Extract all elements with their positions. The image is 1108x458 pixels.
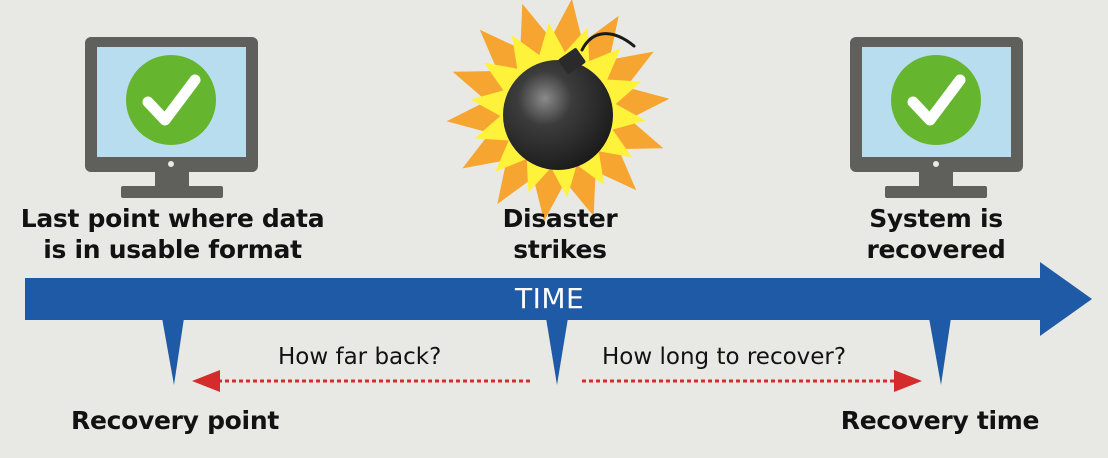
right-monitor-icon	[850, 37, 1023, 198]
left-monitor-icon	[85, 37, 258, 198]
disaster-label: Disaster strikes	[502, 204, 618, 264]
timeline-arrow	[25, 262, 1092, 385]
recovery-time-tick	[929, 318, 951, 385]
check-circle-icon	[891, 55, 981, 145]
how-far-back-label: How far back?	[278, 344, 442, 370]
recovered-label: System is recovered	[866, 204, 1006, 264]
recovery-point-label: Recovery point	[71, 406, 279, 435]
last-point-label: Last point where data is in usable forma…	[20, 204, 325, 264]
disaster-tick	[546, 318, 568, 385]
recovery-point-tick	[162, 318, 184, 385]
how-long-label: How long to recover?	[602, 344, 847, 370]
how-long-to-recover-arrow	[582, 370, 922, 392]
check-circle-icon	[126, 55, 216, 145]
bomb-fuse-icon	[580, 32, 636, 52]
how-far-back-arrow	[192, 370, 530, 392]
recovery-time-label: Recovery time	[840, 406, 1040, 435]
bomb-icon	[503, 60, 613, 170]
bomb-explosion-icon	[446, 0, 670, 222]
bomb-cap-icon	[558, 48, 586, 74]
time-label: TIME	[515, 282, 585, 315]
